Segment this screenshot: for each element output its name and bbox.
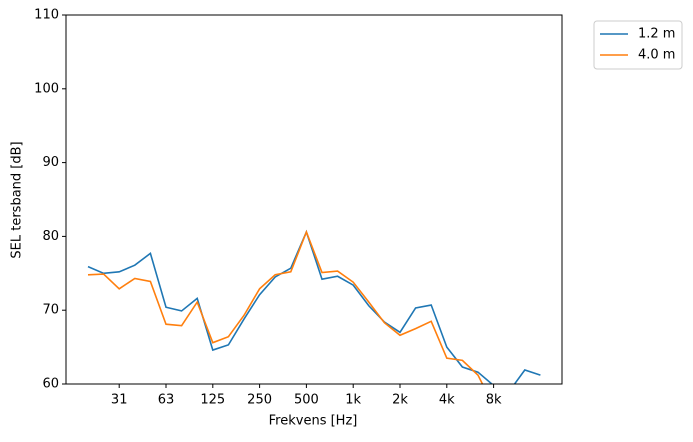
- y-tick-label: 100: [34, 81, 59, 96]
- legend-label: 1.2 m: [638, 27, 675, 42]
- plot-frame: [65, 14, 563, 385]
- legend-box: [593, 20, 683, 70]
- y-tick-label: 70: [42, 303, 59, 318]
- x-tick-label: 125: [200, 393, 225, 408]
- y-tick-label: 110: [34, 8, 59, 23]
- x-tick-label: 500: [294, 393, 319, 408]
- x-tick-label: 250: [247, 393, 272, 408]
- series-line: [87, 229, 541, 384]
- series-line: [87, 229, 484, 384]
- x-axis-label: Frekvens [Hz]: [269, 414, 358, 429]
- y-tick-label: 60: [42, 377, 59, 392]
- x-tick-label: 8k: [486, 393, 502, 408]
- x-tick-label: 63: [158, 393, 175, 408]
- y-tick-label: 90: [42, 155, 59, 170]
- x-tick-label: 4k: [439, 393, 455, 408]
- legend-label: 4.0 m: [638, 48, 675, 63]
- x-tick-label: 2k: [392, 393, 408, 408]
- y-axis-label: SEL tersband [dB]: [10, 141, 25, 258]
- plot-lines: [87, 229, 541, 384]
- x-tick-label: 31: [111, 393, 128, 408]
- x-tick-label: 1k: [345, 393, 361, 408]
- y-tick-label: 80: [42, 229, 59, 244]
